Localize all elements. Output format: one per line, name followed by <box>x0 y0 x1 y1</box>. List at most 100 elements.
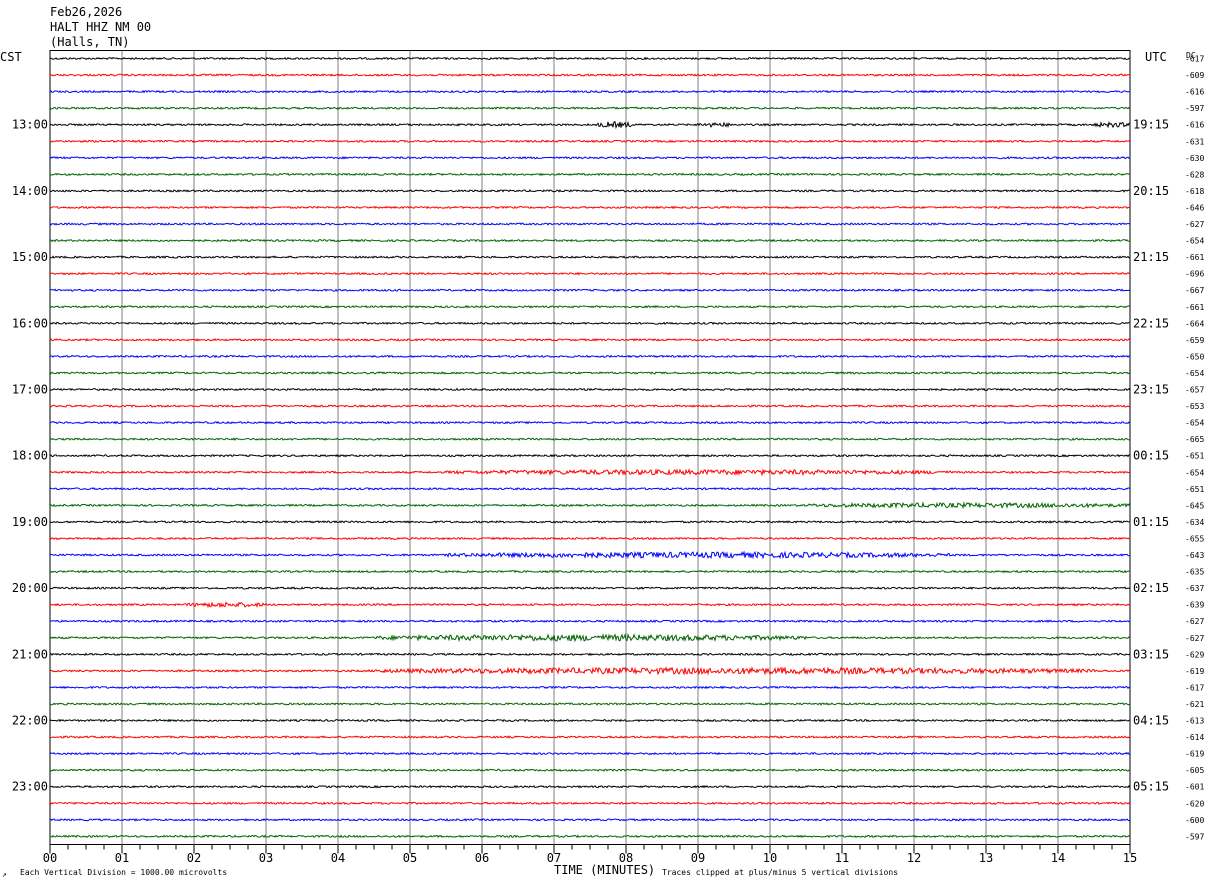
dc-offset-label: -664 <box>1185 319 1204 328</box>
dc-offset-label: -645 <box>1185 501 1204 510</box>
corner-mark: ↗ <box>2 870 7 879</box>
left-time-label: 21:00 <box>12 647 48 661</box>
left-time-label: 20:00 <box>12 581 48 595</box>
dc-offset-label: -597 <box>1185 104 1204 113</box>
trace-line <box>49 404 1131 408</box>
x-tick-label: 10 <box>763 851 777 865</box>
trace-line <box>49 520 1131 524</box>
trace-line <box>49 801 1131 805</box>
trace-line <box>49 337 1131 342</box>
dc-offset-label: -621 <box>1185 700 1204 709</box>
dc-offset-label: -600 <box>1185 816 1204 825</box>
right-time-label: 01:15 <box>1133 515 1169 529</box>
trace-line <box>49 205 1131 210</box>
dc-offset-label: -619 <box>1185 667 1204 676</box>
dc-offset-label: -654 <box>1185 369 1204 378</box>
trace-line <box>49 453 1131 458</box>
trace-line <box>49 271 1131 276</box>
dc-offset-label: -634 <box>1185 518 1204 527</box>
dc-offset-label: -618 <box>1185 187 1204 196</box>
x-tick-label: 06 <box>475 851 489 865</box>
trace-line <box>49 222 1131 226</box>
dc-offset-label: -657 <box>1185 386 1204 395</box>
trace-line <box>49 387 1131 392</box>
dc-offset-label: -629 <box>1185 650 1204 659</box>
dc-offset-label: -617 <box>1185 683 1204 692</box>
dc-offset-label: -639 <box>1185 601 1204 610</box>
trace-line <box>49 288 1131 293</box>
x-axis: 00 01 02 03 04 05 06 07 08 09 10 11 12 13 14 15 <box>43 844 1137 865</box>
dc-offset-label: -651 <box>1185 452 1204 461</box>
x-tick-label: 05 <box>403 851 417 865</box>
dc-offset-label: -653 <box>1185 402 1204 411</box>
trace-line <box>49 189 1131 193</box>
dc-offset-label: -643 <box>1185 551 1204 560</box>
dc-offset-label: -654 <box>1185 419 1204 428</box>
dc-offset-label: -646 <box>1185 203 1204 212</box>
dc-offset-label: -661 <box>1185 303 1204 312</box>
trace-line <box>49 702 1131 706</box>
x-tick-label: 14 <box>1051 851 1065 865</box>
trace-line <box>49 666 1131 676</box>
trace-line <box>49 354 1131 359</box>
dc-offset-label: -659 <box>1185 336 1204 345</box>
dc-offset-label: -620 <box>1185 799 1204 808</box>
trace-line <box>49 468 1131 477</box>
dc-offset-label: -650 <box>1185 352 1204 361</box>
right-time-label: 03:15 <box>1133 647 1169 661</box>
trace-line <box>49 501 1131 510</box>
trace-line <box>49 536 1131 541</box>
right-time-label: 19:15 <box>1133 118 1169 132</box>
dc-offset-label: -627 <box>1185 617 1204 626</box>
x-tick-label: 13 <box>979 851 993 865</box>
x-tick-label: 04 <box>331 851 345 865</box>
trace-line <box>49 632 1131 643</box>
dc-offset-label: -614 <box>1185 733 1204 742</box>
x-axis-title: TIME (MINUTES) <box>554 863 655 877</box>
dc-offset-label: -661 <box>1185 253 1204 262</box>
trace-line <box>49 73 1131 77</box>
left-time-label: 22:00 <box>12 714 48 728</box>
trace-line <box>49 834 1131 839</box>
dc-offset-label: -597 <box>1185 832 1204 841</box>
minute-gridlines <box>121 50 1059 845</box>
x-tick-label: 01 <box>115 851 129 865</box>
right-time-label: 23:15 <box>1133 383 1169 397</box>
dc-offset-label: -601 <box>1185 783 1204 792</box>
left-time-labels: 13:00 14:00 15:00 16:00 17:00 18:00 19:00 20:00… <box>12 118 48 794</box>
right-time-label: 04:15 <box>1133 714 1169 728</box>
dc-offset-label: -630 <box>1185 154 1204 163</box>
dc-offset-label: -654 <box>1185 237 1204 246</box>
left-time-label: 19:00 <box>12 515 48 529</box>
x-tick-label: 08 <box>619 851 633 865</box>
dc-offset-label: -667 <box>1185 286 1204 295</box>
dc-offset-label: -654 <box>1185 468 1204 477</box>
header-location: (Halls, TN) <box>50 35 129 49</box>
right-time-labels: 19:15 20:15 21:15 22:15 23:15 00:15 01:15 02:15… <box>1133 118 1169 794</box>
trace-line <box>49 321 1131 326</box>
right-time-label: 05:15 <box>1133 780 1169 794</box>
left-time-label: 13:00 <box>12 118 48 132</box>
trace-line <box>49 106 1131 110</box>
right-time-label: 22:15 <box>1133 316 1169 330</box>
trace-line <box>49 120 1131 130</box>
dc-offset-label: -655 <box>1185 534 1204 543</box>
right-time-label: 00:15 <box>1133 449 1169 463</box>
trace-line <box>49 735 1131 739</box>
trace-line <box>49 601 1131 609</box>
clip-note: Traces clipped at plus/minus 5 vertical … <box>662 868 898 877</box>
x-tick-label: 07 <box>547 851 561 865</box>
trace-line <box>49 751 1131 756</box>
trace-line <box>49 486 1131 491</box>
trace-line <box>49 586 1131 590</box>
trace-line <box>49 784 1131 789</box>
x-tick-label: 00 <box>43 851 57 865</box>
right-time-label: 02:15 <box>1133 581 1169 595</box>
seismic-traces <box>49 56 1131 839</box>
header-station: HALT HHZ NM 00 <box>50 20 151 34</box>
trace-line <box>49 56 1131 61</box>
trace-line <box>49 817 1131 822</box>
x-tick-label: 03 <box>259 851 273 865</box>
dc-offset-label: -627 <box>1185 220 1204 229</box>
dc-header-label: DC <box>1186 51 1196 60</box>
